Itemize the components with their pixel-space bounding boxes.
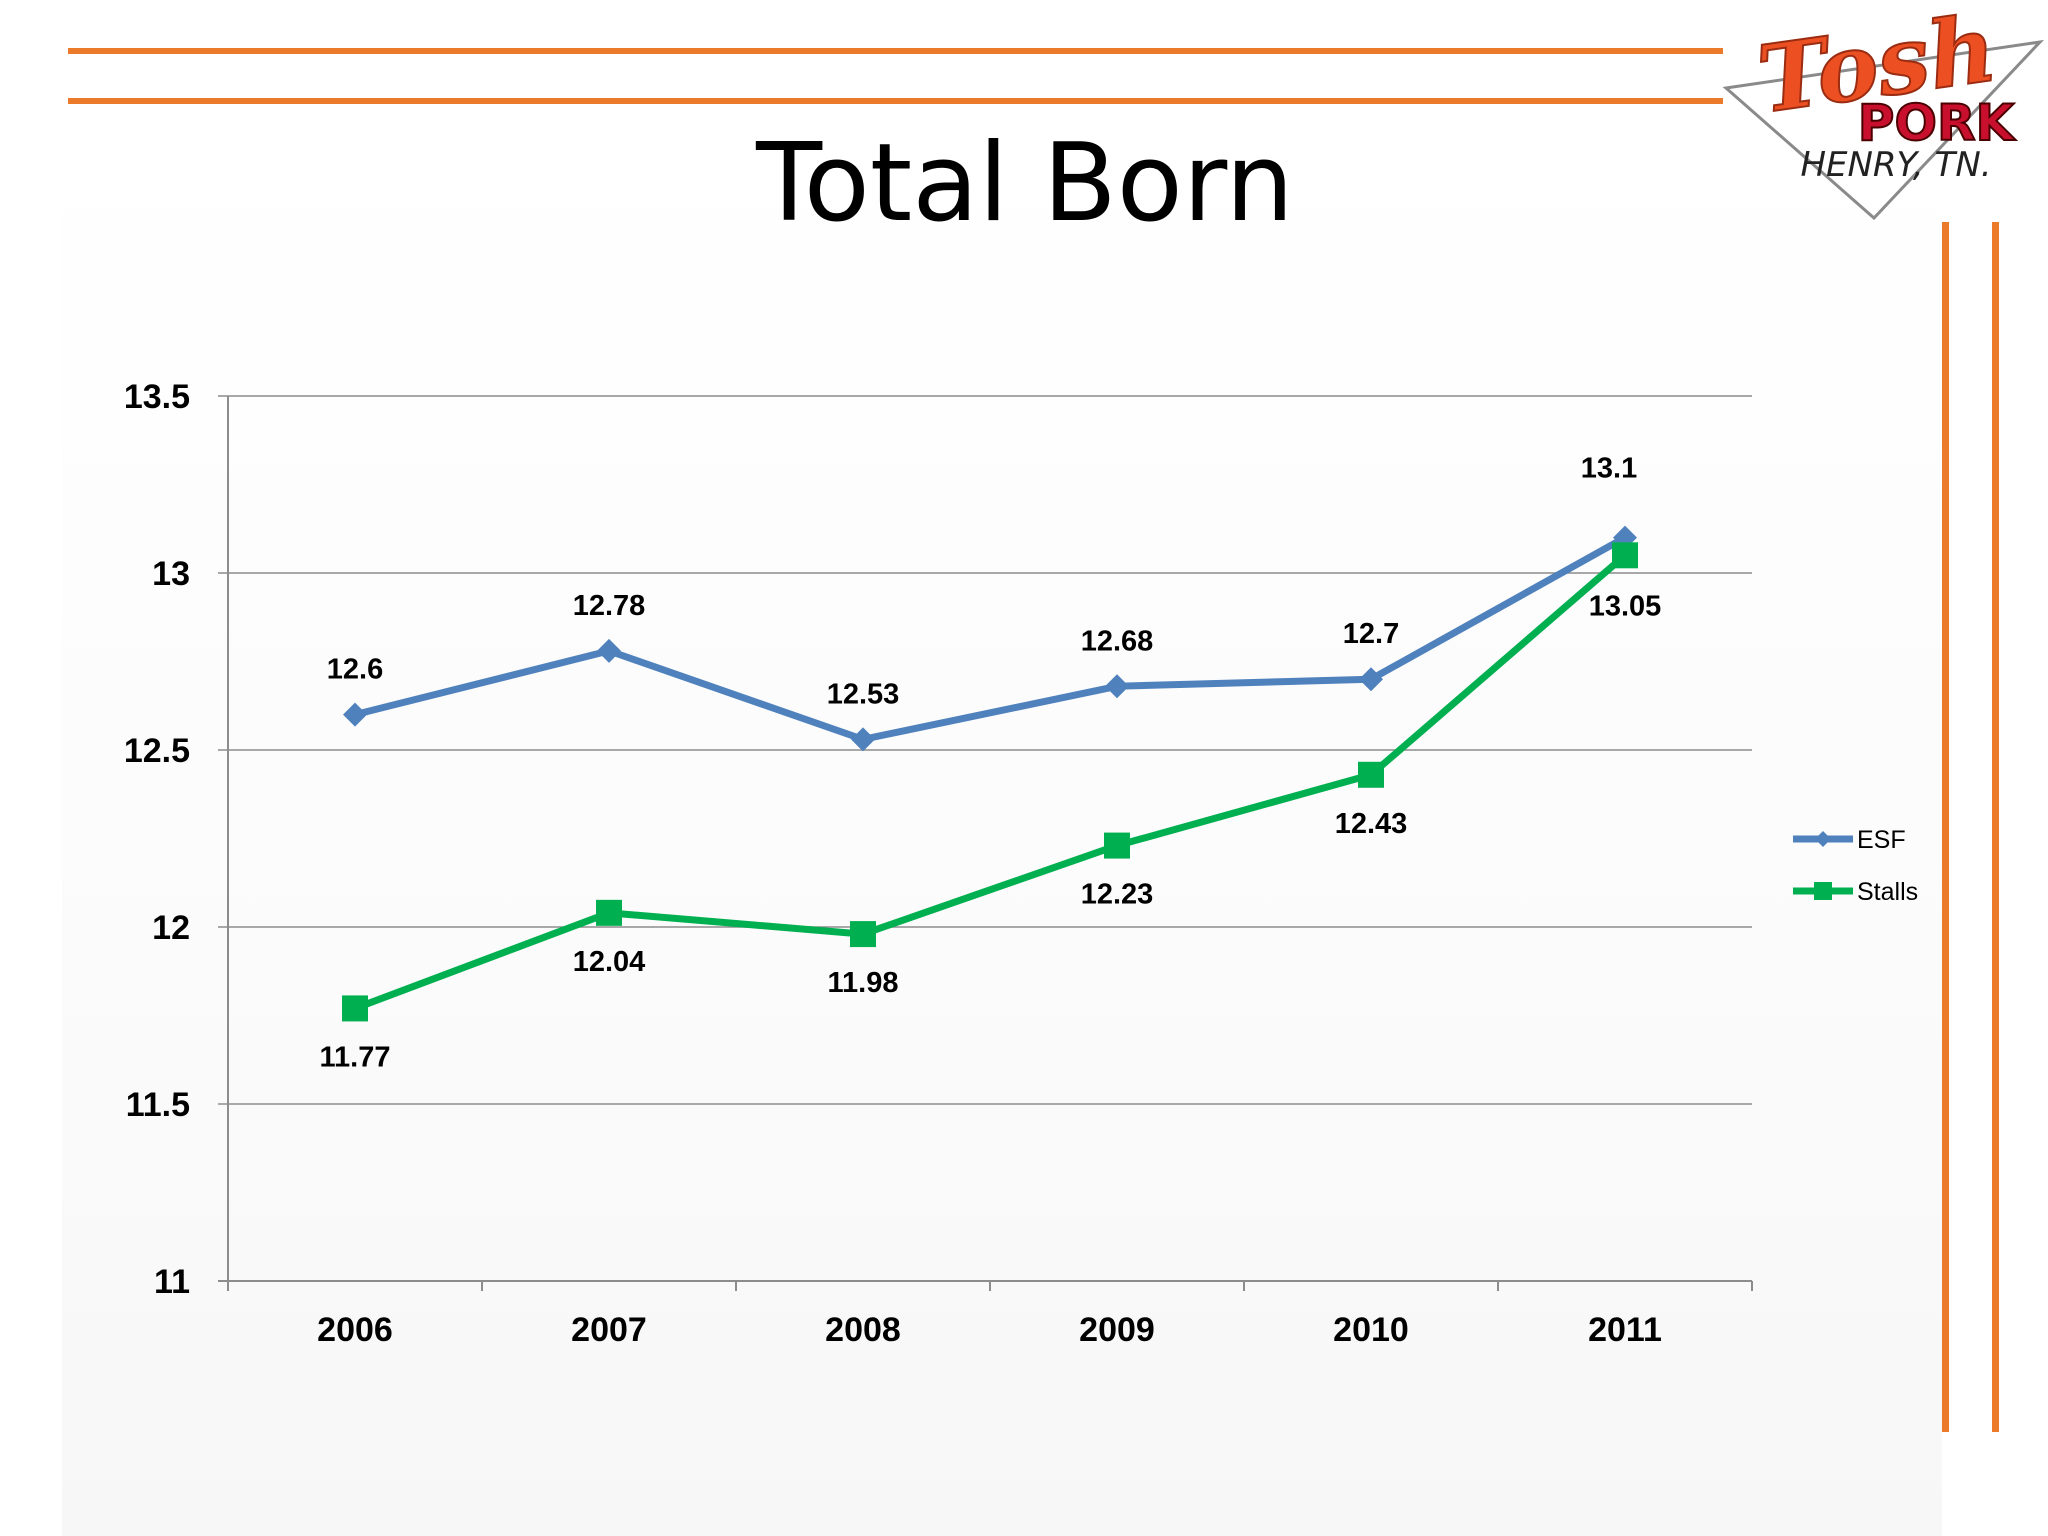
top-rule-1	[68, 48, 1723, 54]
data-label: 11.98	[828, 967, 899, 999]
slide-title: Total Born	[756, 121, 1294, 246]
data-point-stalls	[850, 921, 876, 948]
x-tick-label: 2011	[1588, 1311, 1662, 1349]
slide-background	[62, 120, 1942, 1536]
data-label: 12.7	[1343, 618, 1399, 650]
data-label: 12.23	[1081, 879, 1154, 911]
data-point-esf	[1105, 674, 1129, 699]
series-line-esf	[354, 534, 1627, 743]
legend-marker-esf	[1815, 831, 1831, 847]
side-rule-1	[1942, 222, 1949, 1432]
svg-text:HENRY, TN.: HENRY, TN.	[1800, 145, 1991, 185]
data-label: 12.43	[1335, 808, 1408, 840]
x-tick-label: 2009	[1079, 1311, 1155, 1349]
y-tick-label: 11	[154, 1263, 190, 1301]
y-tick-labels: 11 11.5 12 12.5 13 13.5	[124, 378, 190, 1301]
x-tick-label: 2008	[825, 1311, 901, 1349]
axes	[218, 396, 1753, 1291]
data-label: 12.6	[327, 654, 383, 686]
y-tick-label: 12.5	[124, 732, 190, 770]
data-label: 12.68	[1081, 625, 1154, 657]
tosh-pork-logo: Tosh PORK HENRY, TN.	[1722, 0, 2045, 221]
data-point-esf	[597, 638, 621, 663]
data-label: 11.77	[320, 1041, 391, 1073]
data-point-esf	[343, 702, 367, 727]
legend-label: ESF	[1857, 826, 1906, 854]
series-group: 12.6 12.78 12.53 12.68 12.7 13.1 11.77 12.04 11.…	[320, 453, 1662, 1074]
gridlines	[218, 395, 1752, 1105]
data-label: 12.53	[827, 678, 900, 710]
legend-label: Stalls	[1857, 878, 1918, 906]
y-tick-label: 11.5	[126, 1086, 190, 1124]
y-tick-label: 13	[152, 555, 190, 593]
y-tick-label: 13.5	[124, 378, 190, 416]
legend-marker-stalls	[1814, 882, 1832, 900]
x-tick-label: 2010	[1333, 1311, 1409, 1349]
data-point-stalls	[1358, 761, 1384, 788]
side-rule-2	[1992, 222, 1999, 1432]
data-label: 13.1	[1581, 453, 1637, 485]
svg-text:PORK: PORK	[1858, 94, 2017, 152]
data-point-stalls	[1104, 832, 1130, 859]
data-point-esf	[851, 727, 875, 752]
x-tick-labels: 2006 2007 2008 2009 2010 2011	[317, 1311, 1662, 1349]
y-tick-label: 12	[152, 909, 190, 947]
series-line-stalls	[353, 552, 1628, 1012]
data-label: 13.05	[1589, 590, 1662, 622]
data-point-esf	[1359, 667, 1383, 692]
top-rule-2	[68, 98, 1723, 104]
data-point-stalls	[1612, 542, 1638, 569]
data-label: 12.04	[573, 946, 646, 978]
data-point-stalls	[596, 899, 622, 926]
x-tick-label: 2007	[571, 1311, 647, 1349]
data-point-stalls	[342, 995, 368, 1022]
data-label: 12.78	[573, 590, 646, 622]
x-tick-label: 2006	[317, 1311, 393, 1349]
legend: ESF Stalls	[1793, 826, 1918, 906]
